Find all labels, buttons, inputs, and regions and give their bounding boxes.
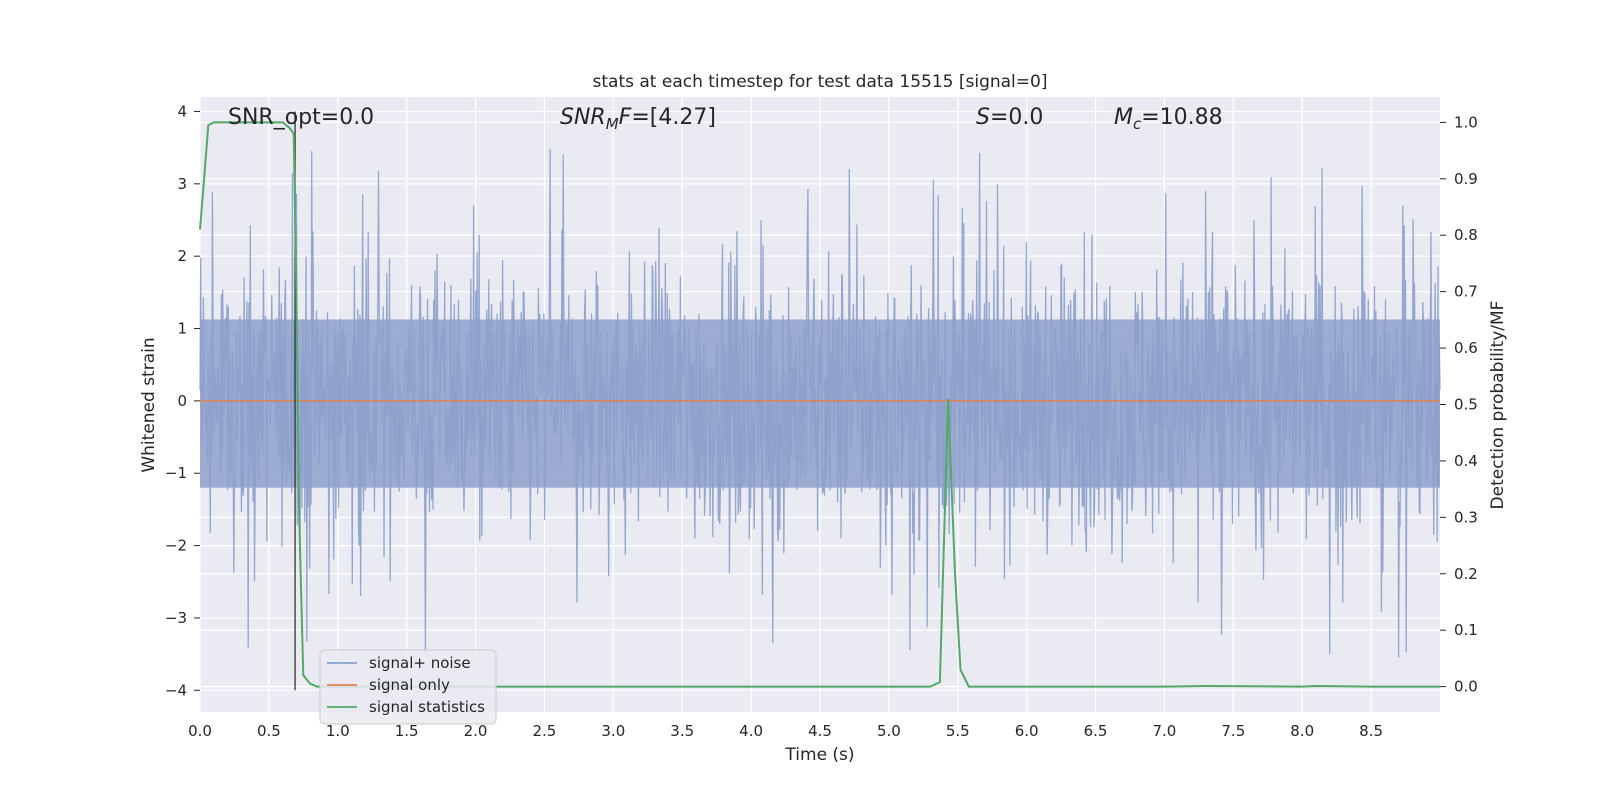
y2-tick-label: 0.6 bbox=[1454, 339, 1478, 357]
x-tick-label: 6.0 bbox=[1015, 722, 1039, 740]
y-tick-label: 0 bbox=[177, 392, 187, 410]
y-axis-right-ticks: 1.0 0.9 0.8 0.7 0.6 0.5 0.4 0.3 0.2 0.1 0.0 bbox=[1440, 113, 1478, 696]
legend-label-signal-noise: signal+ noise bbox=[369, 654, 471, 672]
y-tick-label: −4 bbox=[165, 681, 187, 699]
x-tick-label: 8.5 bbox=[1359, 722, 1383, 740]
y2-tick-label: 0.3 bbox=[1454, 508, 1478, 526]
x-tick-label: 0.5 bbox=[257, 722, 281, 740]
y2-tick-label: 0.7 bbox=[1454, 283, 1478, 301]
y-tick-label: 1 bbox=[177, 320, 187, 338]
x-tick-label: 2.5 bbox=[533, 722, 557, 740]
y2-tick-label: 0.0 bbox=[1454, 678, 1478, 696]
annotation-mc-name: M bbox=[1114, 105, 1133, 130]
x-tick-label: 3.0 bbox=[601, 722, 625, 740]
y2-tick-label: 0.1 bbox=[1454, 621, 1478, 639]
y2-tick-label: 0.5 bbox=[1454, 396, 1478, 414]
x-tick-label: 7.0 bbox=[1153, 722, 1177, 740]
annotation-snr-mf-subscript: M bbox=[606, 115, 619, 133]
legend-box bbox=[319, 649, 497, 725]
x-tick-label: 8.0 bbox=[1290, 722, 1314, 740]
y-tick-label: 4 bbox=[177, 102, 187, 120]
x-tick-label: 5.0 bbox=[877, 722, 901, 740]
x-tick-label: 4.5 bbox=[808, 722, 832, 740]
annotation-mc-subscript: c bbox=[1133, 115, 1142, 133]
y2-tick-label: 0.4 bbox=[1454, 452, 1478, 470]
x-axis-ticks: 0.0 0.5 1.0 1.5 2.0 2.5 3.0 3.5 4.0 4.5 5.0 5.5 6.0 6… bbox=[188, 722, 1383, 740]
x-tick-label: 0.0 bbox=[188, 722, 212, 740]
x-tick-label: 7.5 bbox=[1221, 722, 1245, 740]
series-signal-noise bbox=[199, 148, 1441, 658]
annotation-snr-opt: SNR_opt=0.0 bbox=[228, 105, 374, 130]
y-axis-label: Whitened strain bbox=[139, 337, 159, 472]
annotation-mc-value: =10.88 bbox=[1141, 105, 1222, 130]
chart-title: stats at each timestep for test data 155… bbox=[593, 72, 1048, 92]
x-tick-label: 1.5 bbox=[395, 722, 419, 740]
y-tick-label: −3 bbox=[165, 609, 187, 627]
annotation-snr-mf-name-end: F bbox=[619, 105, 632, 130]
x-axis-label: Time (s) bbox=[784, 745, 854, 765]
y-tick-label: −2 bbox=[165, 537, 187, 555]
x-tick-label: 5.5 bbox=[946, 722, 970, 740]
legend-label-signal-statistics: signal statistics bbox=[369, 698, 485, 716]
y2-tick-label: 0.9 bbox=[1454, 170, 1478, 188]
annotation-snr-mf: SNRMF=[4.27] bbox=[560, 105, 716, 133]
y-tick-label: 2 bbox=[177, 247, 187, 265]
legend: signal+ noise signal only signal statist… bbox=[319, 649, 497, 725]
y2-tick-label: 0.8 bbox=[1454, 226, 1478, 244]
noise-core-band bbox=[200, 319, 1440, 488]
y2-tick-label: 0.2 bbox=[1454, 565, 1478, 583]
annotation-s: S=0.0 bbox=[976, 105, 1043, 130]
x-tick-label: 2.0 bbox=[464, 722, 488, 740]
annotation-snr-mf-value: =[4.27] bbox=[631, 105, 716, 130]
annotation-snr-mf-name: SNR bbox=[560, 105, 606, 130]
y-tick-label: −1 bbox=[165, 464, 187, 482]
annotation-s-value: =0.0 bbox=[990, 105, 1043, 130]
legend-label-signal-only: signal only bbox=[369, 676, 450, 694]
y2-axis-label: Detection probability/MF bbox=[1488, 301, 1508, 510]
y-tick-label: 3 bbox=[177, 175, 187, 193]
x-tick-label: 6.5 bbox=[1084, 722, 1108, 740]
y2-tick-label: 1.0 bbox=[1454, 113, 1478, 131]
x-tick-label: 4.0 bbox=[739, 722, 763, 740]
annotation-mc: Mc=10.88 bbox=[1114, 105, 1223, 133]
x-tick-label: 1.0 bbox=[326, 722, 350, 740]
y-axis-left-ticks: 4 3 2 1 0 −1 −2 −3 −4 bbox=[165, 102, 200, 699]
annotation-s-name: S bbox=[976, 105, 990, 130]
x-tick-label: 3.5 bbox=[670, 722, 694, 740]
